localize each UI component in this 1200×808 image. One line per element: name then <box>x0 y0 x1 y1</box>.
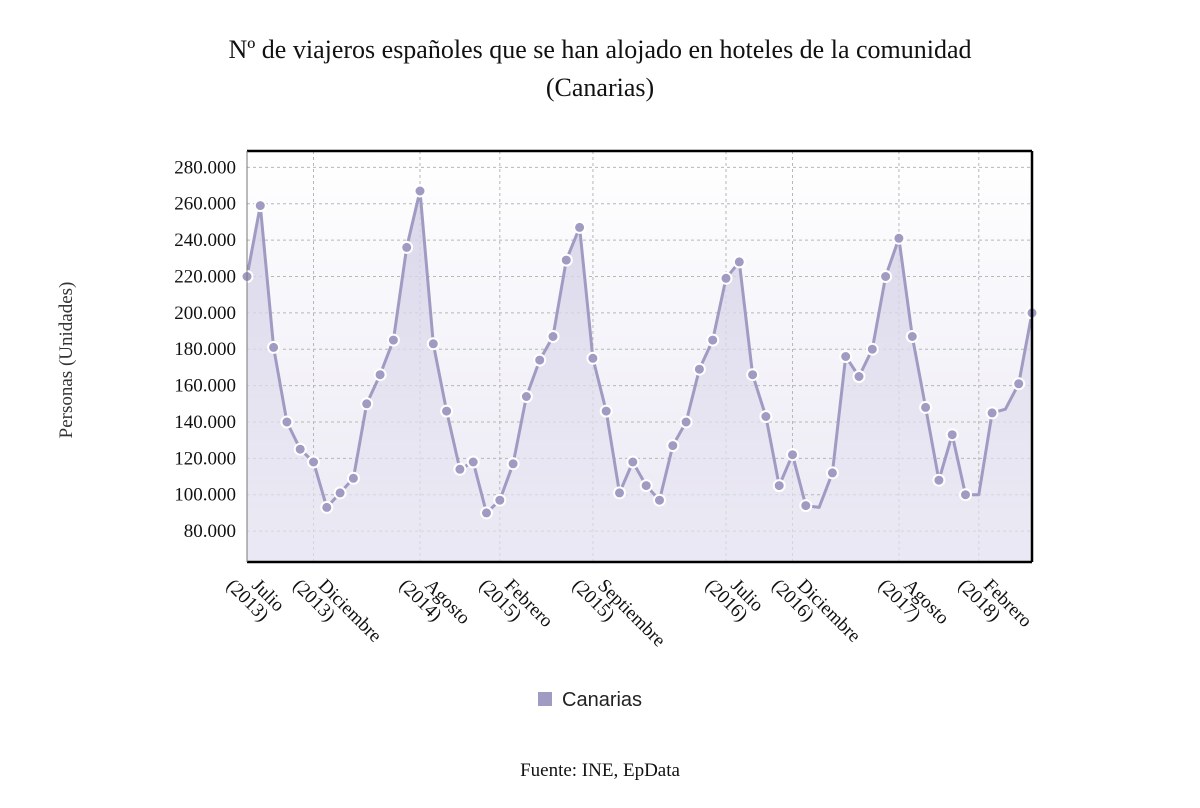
data-point <box>373 368 387 382</box>
x-tick-label: Diciembre(2013) <box>289 575 386 647</box>
data-point <box>799 499 813 513</box>
data-point <box>519 390 533 403</box>
y-tick-label: 220.000 <box>174 266 236 287</box>
data-point <box>559 253 573 267</box>
data-point <box>839 350 853 363</box>
data-point <box>959 488 972 502</box>
data-point <box>706 333 720 347</box>
data-point <box>440 404 454 418</box>
data-point <box>892 231 906 245</box>
data-point <box>346 471 360 485</box>
x-tick-label: Septiembre(2015) <box>568 575 669 651</box>
x-tick-label: Febrero(2015) <box>475 575 557 632</box>
data-point <box>453 462 467 476</box>
data-point <box>825 466 839 480</box>
data-point <box>732 255 746 269</box>
data-point <box>879 270 893 283</box>
y-axis-label: Personas (Unidades) <box>56 282 77 439</box>
data-point <box>759 410 773 423</box>
data-point <box>786 448 799 462</box>
chart-title-line-1: Nº de viajeros españoles que se han aloj… <box>228 35 972 64</box>
data-point <box>905 330 919 343</box>
data-point <box>746 368 760 382</box>
data-point <box>626 455 640 469</box>
legend-label-canarias: Canarias <box>562 689 642 711</box>
data-point <box>852 370 866 383</box>
data-point <box>919 400 933 414</box>
data-point <box>280 415 294 429</box>
data-point <box>599 404 613 418</box>
data-point <box>719 271 733 285</box>
x-tick-label: Febrero(2018) <box>954 575 1036 632</box>
data-point <box>639 479 653 493</box>
x-tick-label: Julio(2013) <box>222 575 288 626</box>
data-point <box>613 486 626 500</box>
legend: Canarias <box>538 689 642 711</box>
data-point <box>333 486 347 500</box>
data-point <box>679 415 693 429</box>
legend-swatch-canarias <box>538 692 552 706</box>
y-tick-label: 140.000 <box>174 412 236 433</box>
data-point <box>533 353 547 367</box>
data-point <box>653 493 666 507</box>
x-tick-label: Agosto(2017) <box>874 575 953 629</box>
data-point <box>293 442 307 456</box>
data-point <box>506 457 520 471</box>
data-point <box>320 500 334 514</box>
x-tick-label: Diciembre(2016) <box>768 575 865 647</box>
data-point <box>692 362 706 376</box>
data-point <box>666 439 680 453</box>
data-point <box>586 351 600 365</box>
data-point <box>480 506 493 520</box>
data-point <box>865 342 879 356</box>
data-point <box>546 330 560 343</box>
y-tick-label: 160.000 <box>174 376 236 397</box>
data-point <box>253 199 267 213</box>
x-tick-label: Agosto(2014) <box>395 575 474 629</box>
y-tick-label: 120.000 <box>174 448 236 469</box>
y-tick-label: 80.000 <box>184 521 236 542</box>
x-tick-label: Julio(2016) <box>701 575 767 626</box>
y-tick-label: 260.000 <box>174 194 236 215</box>
data-point <box>360 397 374 411</box>
y-tick-label: 100.000 <box>174 485 236 506</box>
data-point <box>945 428 959 442</box>
y-tick-label: 280.000 <box>174 157 236 178</box>
data-point <box>386 333 400 347</box>
data-point <box>985 406 999 420</box>
y-tick-label: 180.000 <box>174 339 236 360</box>
data-point <box>772 479 786 493</box>
y-tick-label: 240.000 <box>174 230 236 251</box>
data-point <box>267 340 281 354</box>
data-point <box>932 473 946 487</box>
data-point <box>400 240 414 254</box>
data-point <box>573 220 587 234</box>
data-point <box>307 455 320 469</box>
data-point <box>466 455 480 469</box>
data-point <box>413 184 427 198</box>
data-point <box>1012 377 1026 391</box>
y-tick-label: 200.000 <box>174 303 236 324</box>
chart-title-line-2: (Canarias) <box>545 73 655 102</box>
data-point <box>493 493 507 507</box>
data-point <box>426 337 440 351</box>
source-note: Fuente: INE, EpData <box>520 760 680 781</box>
